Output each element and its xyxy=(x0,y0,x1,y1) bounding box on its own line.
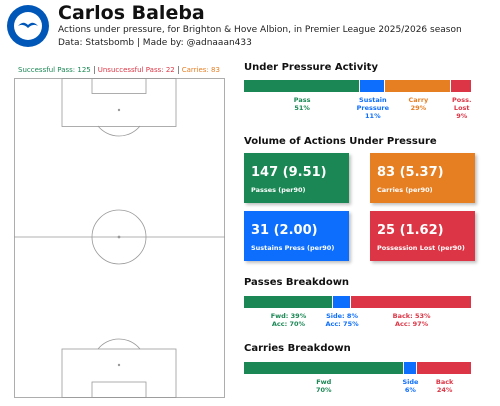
card-value: 147 (9.51) xyxy=(251,165,327,180)
bar-segment xyxy=(385,80,452,92)
segment-label: Side: 8% Acc: 75% xyxy=(325,312,358,328)
accuracy-label: Acc: 97% xyxy=(394,320,429,328)
bar-segment xyxy=(244,80,361,92)
bar-segment xyxy=(360,80,386,92)
card-label: Possession Lost (per90) xyxy=(377,244,465,252)
category-label: Pass xyxy=(293,96,311,104)
section-title: Carries Breakdown xyxy=(244,343,351,354)
accuracy-label: Acc: 70% xyxy=(271,320,306,328)
segment-label: Fwd 70% xyxy=(240,378,408,394)
category-label: Side xyxy=(402,378,419,386)
section-title: Passes Breakdown xyxy=(244,277,350,288)
card-label: Passes (per90) xyxy=(251,186,306,194)
bar-segment xyxy=(351,296,472,308)
credit: Data: Statsbomb | Made by: @adnaaan433 xyxy=(58,38,252,48)
bar-segment xyxy=(403,362,418,374)
segment-label: Sustain Pressure 11% xyxy=(356,96,389,120)
value-label: 51% xyxy=(294,104,310,112)
stat-card: 25 (1.62) Possession Lost (per90) xyxy=(370,211,475,261)
title: Carlos Baleba xyxy=(58,2,205,24)
section-title: Under Pressure Activity xyxy=(244,62,378,73)
category-label: Fwd xyxy=(316,378,332,386)
bar-segment xyxy=(244,362,404,374)
value-label: 29% xyxy=(410,104,427,112)
stacked-bar xyxy=(244,80,472,92)
value-label: Fwd: 39% xyxy=(270,312,307,320)
card-value: 83 (5.37) xyxy=(377,165,444,180)
card-label: Sustains Press (per90) xyxy=(251,244,335,252)
stacked-bar xyxy=(244,296,472,308)
section-title: Volume of Actions Under Pressure xyxy=(244,136,437,147)
value-label: 24% xyxy=(436,386,453,394)
stat-card: 83 (5.37) Carries (per90) xyxy=(370,153,475,203)
pitch xyxy=(14,78,225,398)
bar-segment xyxy=(417,362,472,374)
value-label: 70% xyxy=(316,386,332,394)
segment-label: Fwd: 39% Acc: 70% xyxy=(271,312,307,328)
category-label: Sustain Pressure xyxy=(356,96,389,112)
legend-entry: Unsuccessful Pass: 22 xyxy=(93,66,178,74)
category-label: Back xyxy=(435,378,454,386)
legend-entry: Carries: 83 xyxy=(177,66,223,74)
stat-card: 31 (2.00) Sustains Press (per90) xyxy=(244,211,349,261)
category-label: Poss. Lost xyxy=(452,96,472,112)
stacked-bar xyxy=(244,362,472,374)
legend-entry: Successful Pass: 125 xyxy=(18,66,91,74)
segment-label: Back 24% xyxy=(413,378,476,394)
value-label: Side: 8% xyxy=(326,312,358,320)
value-label: Back: 53% xyxy=(392,312,431,320)
segment-label: Side 6% xyxy=(400,378,422,394)
bar-segment xyxy=(244,296,333,308)
card-value: 31 (2.00) xyxy=(251,223,318,238)
segment-label: Back: 53% Acc: 97% xyxy=(393,312,431,328)
card-label: Carries (per90) xyxy=(377,186,433,194)
legend: Successful Pass: 125 Unsuccessful Pass: 2… xyxy=(14,66,224,74)
value-label: 9% xyxy=(456,112,468,120)
category-label: Carry xyxy=(408,96,429,104)
card-value: 25 (1.62) xyxy=(377,223,444,238)
accuracy-label: Acc: 75% xyxy=(325,320,359,328)
bar-segment xyxy=(332,296,352,308)
club-logo xyxy=(7,5,49,47)
stat-card: 147 (9.51) Passes (per90) xyxy=(244,153,349,203)
segment-label: Pass 51% xyxy=(240,96,364,112)
bar-segment xyxy=(451,80,472,92)
value-label: 11% xyxy=(365,112,381,120)
value-label: 6% xyxy=(404,386,416,394)
segment-label: Poss. Lost 9% xyxy=(447,96,476,120)
subtitle: Actions under pressure, for Brighton & H… xyxy=(58,25,462,35)
segment-label: Carry 29% xyxy=(381,96,455,112)
